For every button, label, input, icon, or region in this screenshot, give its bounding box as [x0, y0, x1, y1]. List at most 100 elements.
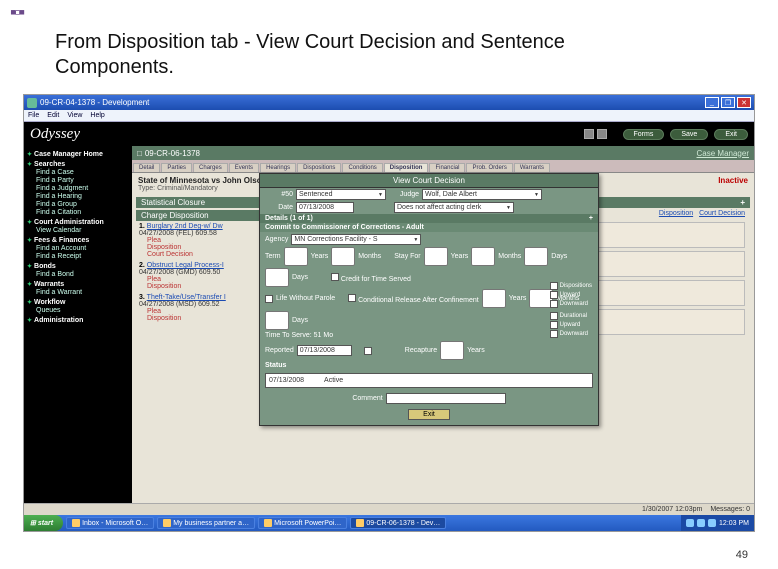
- reason-select[interactable]: Does not affect acting clerk: [394, 202, 514, 213]
- comment-input[interactable]: [386, 393, 506, 404]
- agency-select[interactable]: MN Corrections Facility - S: [291, 234, 421, 245]
- status-value: Active: [324, 377, 343, 384]
- stay-years[interactable]: [424, 247, 448, 266]
- toolbar-icon[interactable]: [584, 129, 594, 139]
- chk-downward2[interactable]: [550, 330, 558, 338]
- dialog-exit-button[interactable]: Exit: [408, 409, 450, 420]
- sidebar-group[interactable]: Court Administration: [27, 219, 129, 226]
- link-disposition[interactable]: Disposition: [659, 210, 693, 217]
- charge-link[interactable]: Theft-Take/Use/Transfer I: [147, 294, 226, 301]
- link-court-decision[interactable]: Court Decision: [699, 210, 745, 217]
- sidebar-group[interactable]: Warrants: [27, 281, 129, 288]
- taskbar-task[interactable]: 09-CR-06-1378 - Dev…: [350, 517, 446, 529]
- sidebar-item[interactable]: Find a Receipt: [36, 253, 129, 260]
- stay-days[interactable]: [524, 247, 548, 266]
- label-stayfor: Stay For: [394, 253, 420, 260]
- cr-years[interactable]: [482, 289, 506, 308]
- tray-icon[interactable]: [686, 519, 694, 527]
- case-title: State of Minnesota vs John Olson: [138, 176, 266, 185]
- tab-dispositions[interactable]: Dispositions: [297, 163, 341, 172]
- sidebar-group[interactable]: Workflow: [27, 299, 129, 306]
- case-manager-link[interactable]: Case Manager: [697, 149, 749, 158]
- sidebar-item[interactable]: Find a Judgment: [36, 185, 129, 192]
- tab-hearings[interactable]: Hearings: [260, 163, 296, 172]
- taskbar-task[interactable]: Inbox - Microsoft O…: [66, 517, 154, 529]
- tab-detail[interactable]: Detail: [133, 163, 160, 172]
- chk-durational[interactable]: [550, 312, 558, 320]
- date-input[interactable]: [296, 202, 354, 213]
- sidebar-item[interactable]: View Calendar: [36, 227, 129, 234]
- maximize-button[interactable]: ❐: [721, 97, 735, 108]
- tray-icon[interactable]: [708, 519, 716, 527]
- judge-select[interactable]: Wolf, Dale Albert: [422, 189, 542, 200]
- cr-days[interactable]: [265, 311, 289, 330]
- toolbar-icon[interactable]: [597, 129, 607, 139]
- sidebar-item[interactable]: Find a Group: [36, 201, 129, 208]
- recapture-years[interactable]: [440, 341, 464, 360]
- chk-upward[interactable]: [550, 291, 558, 299]
- taskbar-task[interactable]: My business partner a…: [157, 517, 255, 529]
- extra-input[interactable]: [265, 268, 289, 287]
- chk-downward[interactable]: [550, 300, 558, 308]
- app-icon: [27, 98, 37, 108]
- label-date: Date: [265, 204, 293, 211]
- expand-icon[interactable]: +: [589, 215, 593, 222]
- chk-upward2[interactable]: [550, 321, 558, 329]
- term-years[interactable]: [284, 247, 308, 266]
- sidebar-item[interactable]: Find a Hearing: [36, 193, 129, 200]
- sidebar-group[interactable]: Case Manager Home: [27, 151, 129, 158]
- reported-check[interactable]: [364, 347, 372, 355]
- charge-link[interactable]: Burglary 2nd Deg-w/ Dw: [147, 223, 223, 230]
- sidebar-item[interactable]: Queues: [36, 307, 129, 314]
- tab-conditions[interactable]: Conditions: [342, 163, 382, 172]
- chk-dispositions[interactable]: [550, 282, 558, 290]
- credit-checkbox[interactable]: [331, 273, 339, 281]
- tab-proborders[interactable]: Prob. Orders: [466, 163, 512, 172]
- sidebar-group[interactable]: Searches: [27, 161, 129, 168]
- expand-icon[interactable]: +: [740, 198, 745, 207]
- sidebar-group[interactable]: Administration: [27, 317, 129, 324]
- charge-link[interactable]: Obstruct Legal Process-I: [147, 262, 224, 269]
- sidebar-item[interactable]: Find a Bond: [36, 271, 129, 278]
- window-title: 09-CR-04-1378 - Development: [40, 98, 703, 107]
- menu-help[interactable]: Help: [90, 112, 104, 119]
- case-id-bar: □ 09-CR-06-1378 Case Manager: [132, 146, 754, 160]
- label-recapture: Recapture: [405, 347, 437, 354]
- decision-select[interactable]: Sentenced: [296, 189, 386, 200]
- stay-months[interactable]: [471, 247, 495, 266]
- sidebar-group[interactable]: Bonds: [27, 263, 129, 270]
- case-id: 09-CR-06-1378: [145, 149, 200, 158]
- sidebar-item[interactable]: Find a Party: [36, 177, 129, 184]
- tab-events[interactable]: Events: [229, 163, 259, 172]
- menu-edit[interactable]: Edit: [47, 112, 59, 119]
- save-button[interactable]: Save: [670, 129, 708, 140]
- sidebar-item[interactable]: Find an Account: [36, 245, 129, 252]
- system-tray: 12:03 PM: [681, 515, 754, 531]
- sidebar: Case Manager HomeSearchesFind a CaseFind…: [24, 146, 132, 515]
- section-details: Details (1 of 1)+: [260, 214, 598, 223]
- forms-button[interactable]: Forms: [623, 129, 665, 140]
- tray-icon[interactable]: [697, 519, 705, 527]
- tab-warrants[interactable]: Warrants: [514, 163, 550, 172]
- menu-view[interactable]: View: [67, 112, 82, 119]
- page-number: 49: [736, 549, 748, 561]
- sidebar-group[interactable]: Fees & Finances: [27, 237, 129, 244]
- menu-file[interactable]: File: [28, 112, 39, 119]
- term-months[interactable]: [331, 247, 355, 266]
- sidebar-item[interactable]: Find a Warrant: [36, 289, 129, 296]
- tab-charges[interactable]: Charges: [193, 163, 228, 172]
- reported-input[interactable]: [297, 345, 352, 356]
- sidebar-item[interactable]: Find a Citation: [36, 209, 129, 216]
- exit-button[interactable]: Exit: [714, 129, 748, 140]
- life-checkbox[interactable]: [265, 295, 273, 303]
- sidebar-item[interactable]: Find a Case: [36, 169, 129, 176]
- tab-parties[interactable]: Parties: [161, 163, 192, 172]
- cond-release-checkbox[interactable]: [348, 294, 356, 302]
- tab-disposition[interactable]: Disposition: [384, 163, 429, 172]
- tab-financial[interactable]: Financial: [429, 163, 465, 172]
- start-button[interactable]: ⊞start: [24, 515, 63, 531]
- minimize-button[interactable]: _: [705, 97, 719, 108]
- close-button[interactable]: ✕: [737, 97, 751, 108]
- disposition-checks: Dispositions Upward Downward Durational …: [550, 282, 592, 339]
- taskbar-task[interactable]: Microsoft PowerPoi…: [258, 517, 347, 529]
